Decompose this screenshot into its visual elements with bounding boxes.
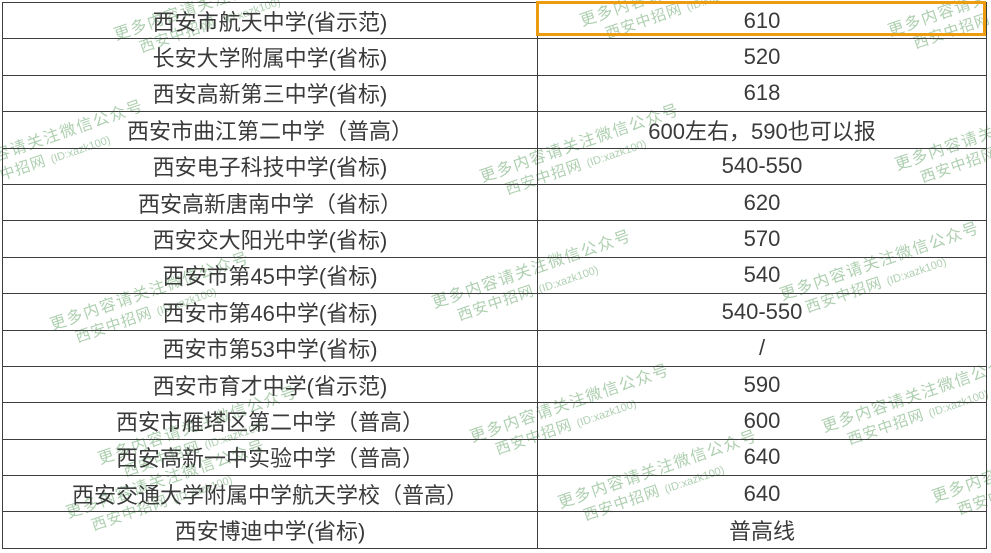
school-name-cell: 西安高新一中实验中学（普高） [2, 438, 538, 477]
table-row: 西安市第46中学(省标) 540-550 [2, 293, 987, 331]
school-name-cell: 西安市航天中学(省示范) [2, 1, 538, 40]
school-name-cell: 西安市曲江第二中学（普高） [2, 111, 538, 149]
school-name-cell: 西安市育才中学(省示范) [2, 365, 538, 404]
score-cell: 600左右，590也可以报 [537, 111, 987, 149]
score-cell: 普高线 [537, 511, 987, 549]
score-cell: 540 [537, 256, 987, 295]
school-name-cell: 西安交大阳光中学(省标) [2, 220, 538, 258]
score-cell: 640 [537, 438, 987, 477]
score-cell: 618 [537, 74, 987, 113]
table-row: 西安市雁塔区第二中学（普高） 600 [2, 402, 987, 440]
table-row: 西安高新一中实验中学（普高） 640 [2, 438, 987, 477]
table-row: 西安市育才中学(省示范) 590 [2, 365, 987, 404]
school-name-cell: 西安市第46中学(省标) [2, 293, 538, 331]
school-name-cell: 西安市第45中学(省标) [2, 256, 538, 295]
school-name-cell: 西安市第53中学(省标) [2, 329, 538, 367]
table-row: 西安市第53中学(省标) / [2, 329, 987, 367]
table-row: 西安博迪中学(省标) 普高线 [2, 511, 987, 549]
score-cell: 540-550 [537, 293, 987, 331]
school-name-cell: 西安博迪中学(省标) [2, 511, 538, 549]
school-name-cell: 西安高新唐南中学（省标） [2, 183, 538, 222]
school-name-cell: 长安大学附属中学(省标) [2, 38, 538, 76]
score-cell: 640 [537, 475, 987, 513]
score-cell: 600 [537, 402, 987, 440]
school-name-cell: 西安交通大学附属中学航天学校（普高） [2, 475, 538, 513]
table-row: 长安大学附属中学(省标) 520 [2, 38, 987, 76]
table-row: 西安交通大学附属中学航天学校（普高） 640 [2, 475, 987, 513]
table-row: 西安高新唐南中学（省标） 620 [2, 183, 987, 222]
table-row: 西安市航天中学(省示范) 610 [2, 1, 987, 40]
score-cell: 590 [537, 365, 987, 404]
table-row: 西安交大阳光中学(省标) 570 [2, 220, 987, 258]
score-cell: / [537, 329, 987, 367]
score-cell: 620 [537, 183, 987, 222]
school-name-cell: 西安电子科技中学(省标) [2, 147, 538, 185]
table-row: 西安市第45中学(省标) 540 [2, 256, 987, 295]
score-cell: 540-550 [537, 147, 987, 185]
school-name-cell: 西安高新第三中学(省标) [2, 74, 538, 113]
score-cell: 610 [537, 1, 987, 40]
table-row: 西安高新第三中学(省标) 618 [2, 74, 987, 113]
score-cell: 520 [537, 38, 987, 76]
school-name-cell: 西安市雁塔区第二中学（普高） [2, 402, 538, 440]
table-row: 西安电子科技中学(省标) 540-550 [2, 147, 987, 185]
table-row: 西安市曲江第二中学（普高） 600左右，590也可以报 [2, 111, 987, 149]
score-cell: 570 [537, 220, 987, 258]
